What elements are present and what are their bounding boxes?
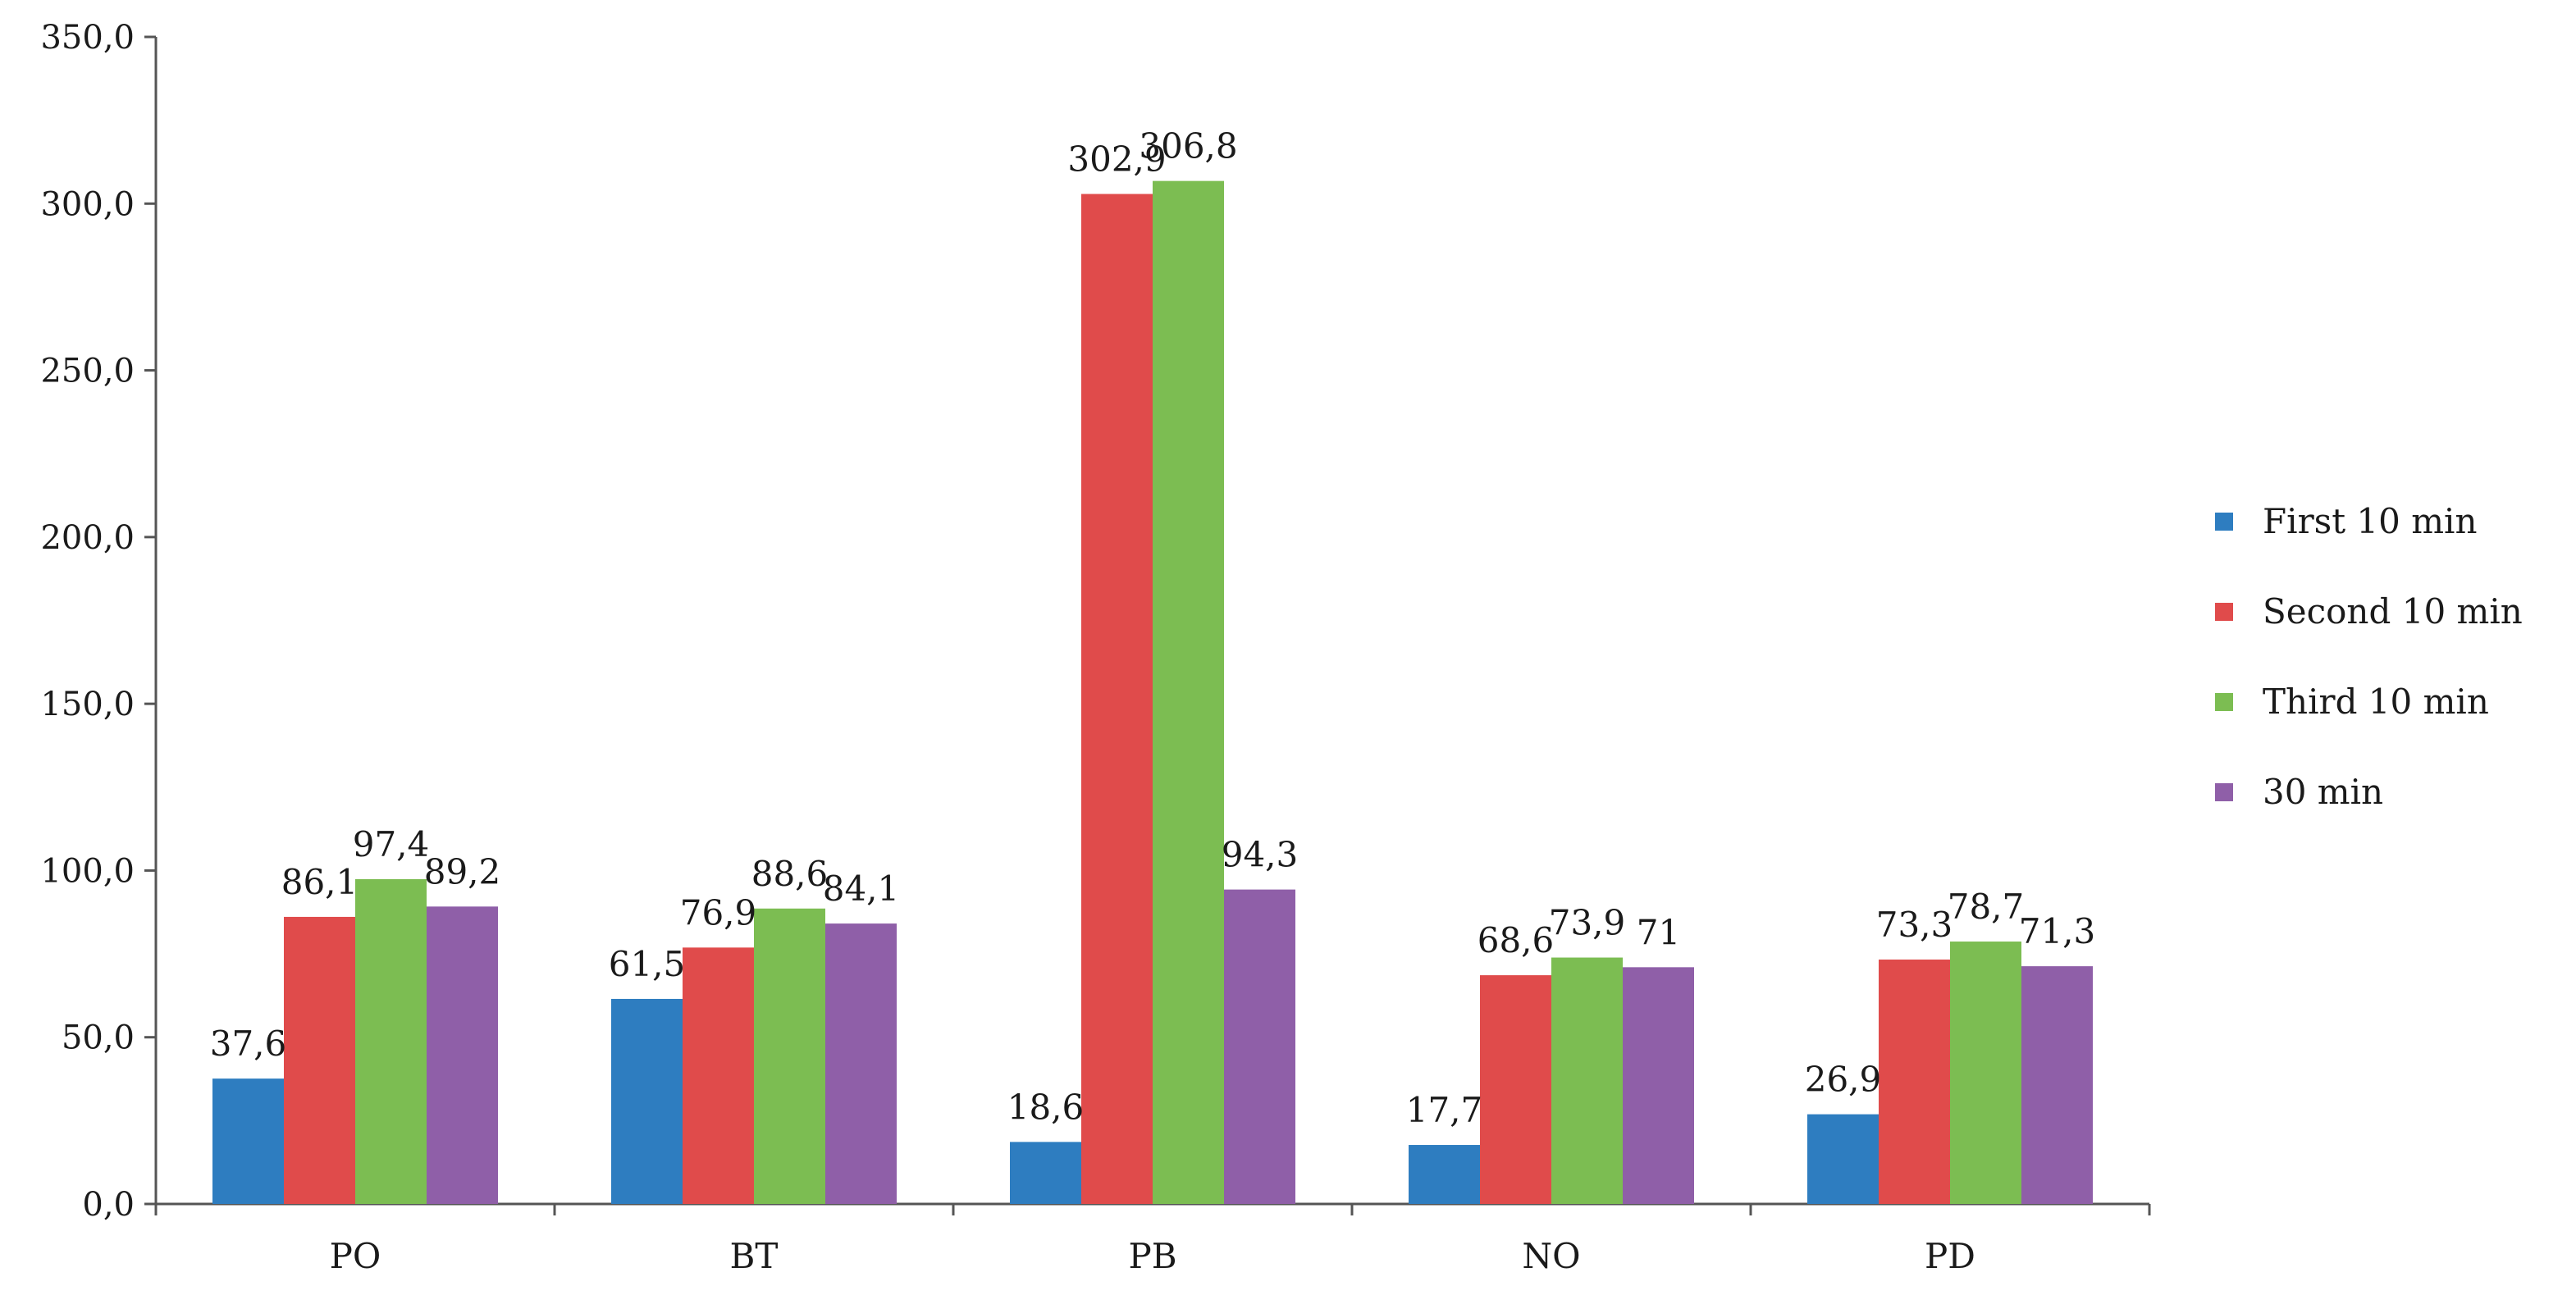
bar — [1081, 194, 1153, 1205]
data-label: 68,6 — [1478, 920, 1555, 960]
y-tick-label: 100,0 — [40, 852, 135, 890]
x-category-label: PD — [1925, 1236, 1975, 1276]
data-label: 37,6 — [210, 1024, 287, 1064]
legend-swatch — [2215, 693, 2233, 711]
bar — [825, 923, 897, 1204]
data-label: 302,9 — [1067, 139, 1166, 179]
y-tick-label: 350,0 — [40, 19, 135, 57]
bar — [1807, 1114, 1879, 1204]
bar — [1480, 975, 1551, 1204]
legend-label: First 10 min — [2263, 501, 2478, 541]
y-tick-label: 250,0 — [40, 353, 135, 390]
bar — [1879, 959, 1950, 1204]
legend-swatch — [2215, 783, 2233, 801]
data-label: 76,9 — [680, 892, 757, 932]
x-category-label: NO — [1522, 1236, 1580, 1276]
y-tick-label: 0,0 — [82, 1186, 135, 1224]
data-label: 88,6 — [751, 854, 829, 894]
legend-label: Third 10 min — [2263, 682, 2489, 722]
data-label: 306,8 — [1139, 126, 1237, 166]
y-tick-label: 150,0 — [40, 686, 135, 723]
data-label: 61,5 — [609, 944, 686, 984]
data-label: 89,2 — [424, 851, 501, 891]
data-label: 71,3 — [2019, 911, 2096, 951]
data-label: 86,1 — [281, 862, 359, 902]
data-label: 94,3 — [1222, 835, 1299, 875]
bar — [611, 998, 683, 1204]
legend-label: 30 min — [2263, 772, 2383, 812]
data-label: 26,9 — [1805, 1060, 1882, 1100]
data-label: 78,7 — [1948, 887, 2025, 927]
y-tick-label: 200,0 — [40, 519, 135, 557]
y-tick-label: 50,0 — [62, 1019, 135, 1057]
y-axis: 0,0 50,0 100,0 150,0 200,0 250,0 300,0 350,0 — [40, 19, 158, 1224]
legend: First 10 min Second 10 min Third 10 min 30 … — [2215, 501, 2523, 812]
x-category-label: BT — [730, 1236, 779, 1276]
x-category-label: PO — [330, 1236, 381, 1276]
bar — [427, 906, 498, 1204]
data-label: 71 — [1637, 912, 1680, 952]
x-axis: PO BT PB NO PD — [154, 1202, 2151, 1276]
bar — [1623, 967, 1694, 1204]
legend-label: Second 10 min — [2263, 591, 2523, 632]
bar — [1409, 1145, 1480, 1204]
data-label: 17,7 — [1406, 1090, 1483, 1130]
legend-swatch — [2215, 513, 2233, 531]
y-tick-label: 300,0 — [40, 185, 135, 223]
x-category-label: PB — [1128, 1236, 1176, 1276]
data-label: 73,9 — [1549, 903, 1626, 943]
bar — [1010, 1142, 1081, 1204]
data-label: 18,6 — [1007, 1087, 1085, 1127]
bars — [212, 180, 2093, 1205]
bar — [355, 878, 427, 1204]
data-label: 84,1 — [823, 869, 900, 909]
bar — [212, 1078, 284, 1204]
data-label: 97,4 — [353, 824, 430, 864]
data-label: 73,3 — [1876, 905, 1953, 945]
bar — [2021, 966, 2093, 1204]
bar — [1224, 889, 1295, 1204]
bar — [1153, 180, 1224, 1204]
bar — [284, 916, 355, 1204]
bar — [754, 908, 825, 1204]
legend-swatch — [2215, 603, 2233, 621]
bar — [683, 947, 754, 1204]
bar — [1551, 957, 1623, 1204]
bar — [1950, 942, 2021, 1204]
